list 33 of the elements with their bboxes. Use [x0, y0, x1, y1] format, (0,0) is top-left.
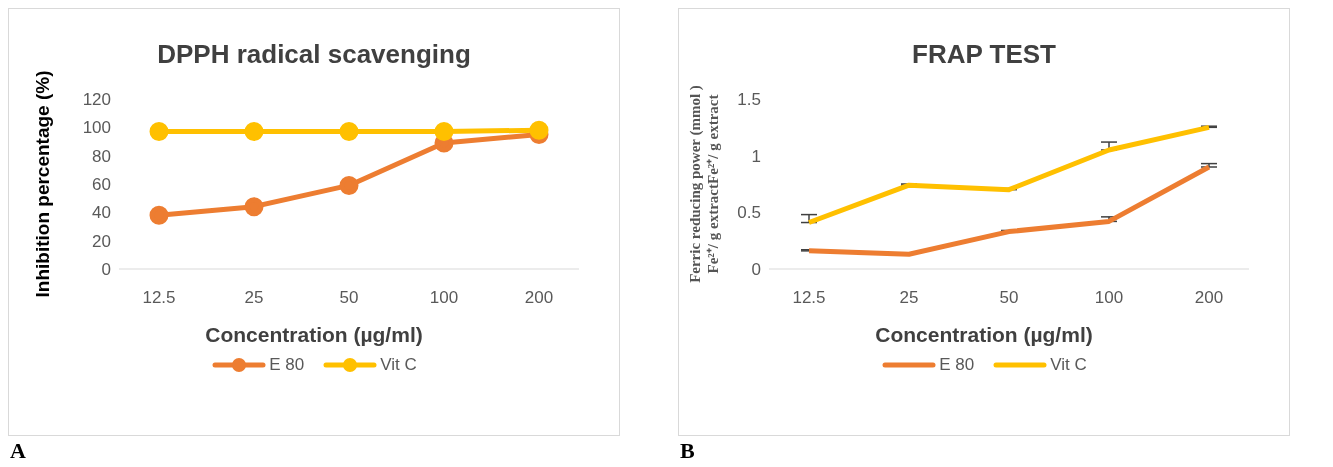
- y-tick-label: 80: [92, 146, 111, 166]
- x-tick-label: 200: [1194, 288, 1224, 308]
- y-tick-label: 1: [751, 146, 761, 166]
- y-tick-label: 60: [92, 175, 111, 195]
- x-tick-label: 100: [429, 288, 459, 308]
- x-axis-title: Concentration (µg/ml): [204, 323, 424, 347]
- y-axis-title: Inhibition percentage (%): [32, 70, 53, 298]
- chart-title: FRAP TEST: [911, 39, 1057, 69]
- x-tick-label: 200: [524, 288, 554, 308]
- x-tick-label: 12.5: [142, 288, 176, 308]
- y-tick-label: 0: [101, 260, 111, 280]
- text: B: [680, 438, 695, 464]
- text: A: [10, 438, 26, 464]
- x-tick-label: 12.5: [792, 288, 826, 308]
- y-tick-label: 40: [92, 203, 111, 223]
- x-tick-label: 50: [339, 288, 359, 308]
- x-axis-title: Concentration (µg/ml): [874, 323, 1094, 347]
- y-axis-title: Ferric reducing power (mmol ) Fe²⁺/ g extractFe²⁺/ g extract: [687, 85, 721, 283]
- legend-label: Vit C: [379, 355, 417, 375]
- x-tick-label: 25: [899, 288, 919, 308]
- legend-label: E 80: [938, 355, 975, 375]
- y-tick-label: 1.5: [737, 90, 761, 110]
- x-tick-label: 50: [999, 288, 1019, 308]
- y-tick-label: 20: [92, 231, 111, 251]
- legend-label: Vit C: [1049, 355, 1087, 375]
- x-tick-label: 100: [1094, 288, 1124, 308]
- y-tick-label: 0: [751, 260, 761, 280]
- legend-label: E 80: [268, 355, 305, 375]
- y-tick-label: 120: [82, 90, 111, 110]
- x-tick-label: 25: [244, 288, 264, 308]
- chart-title: DPPH radical scavenging: [156, 39, 472, 69]
- y-tick-label: 100: [82, 118, 111, 138]
- y-tick-label: 0.5: [737, 203, 761, 223]
